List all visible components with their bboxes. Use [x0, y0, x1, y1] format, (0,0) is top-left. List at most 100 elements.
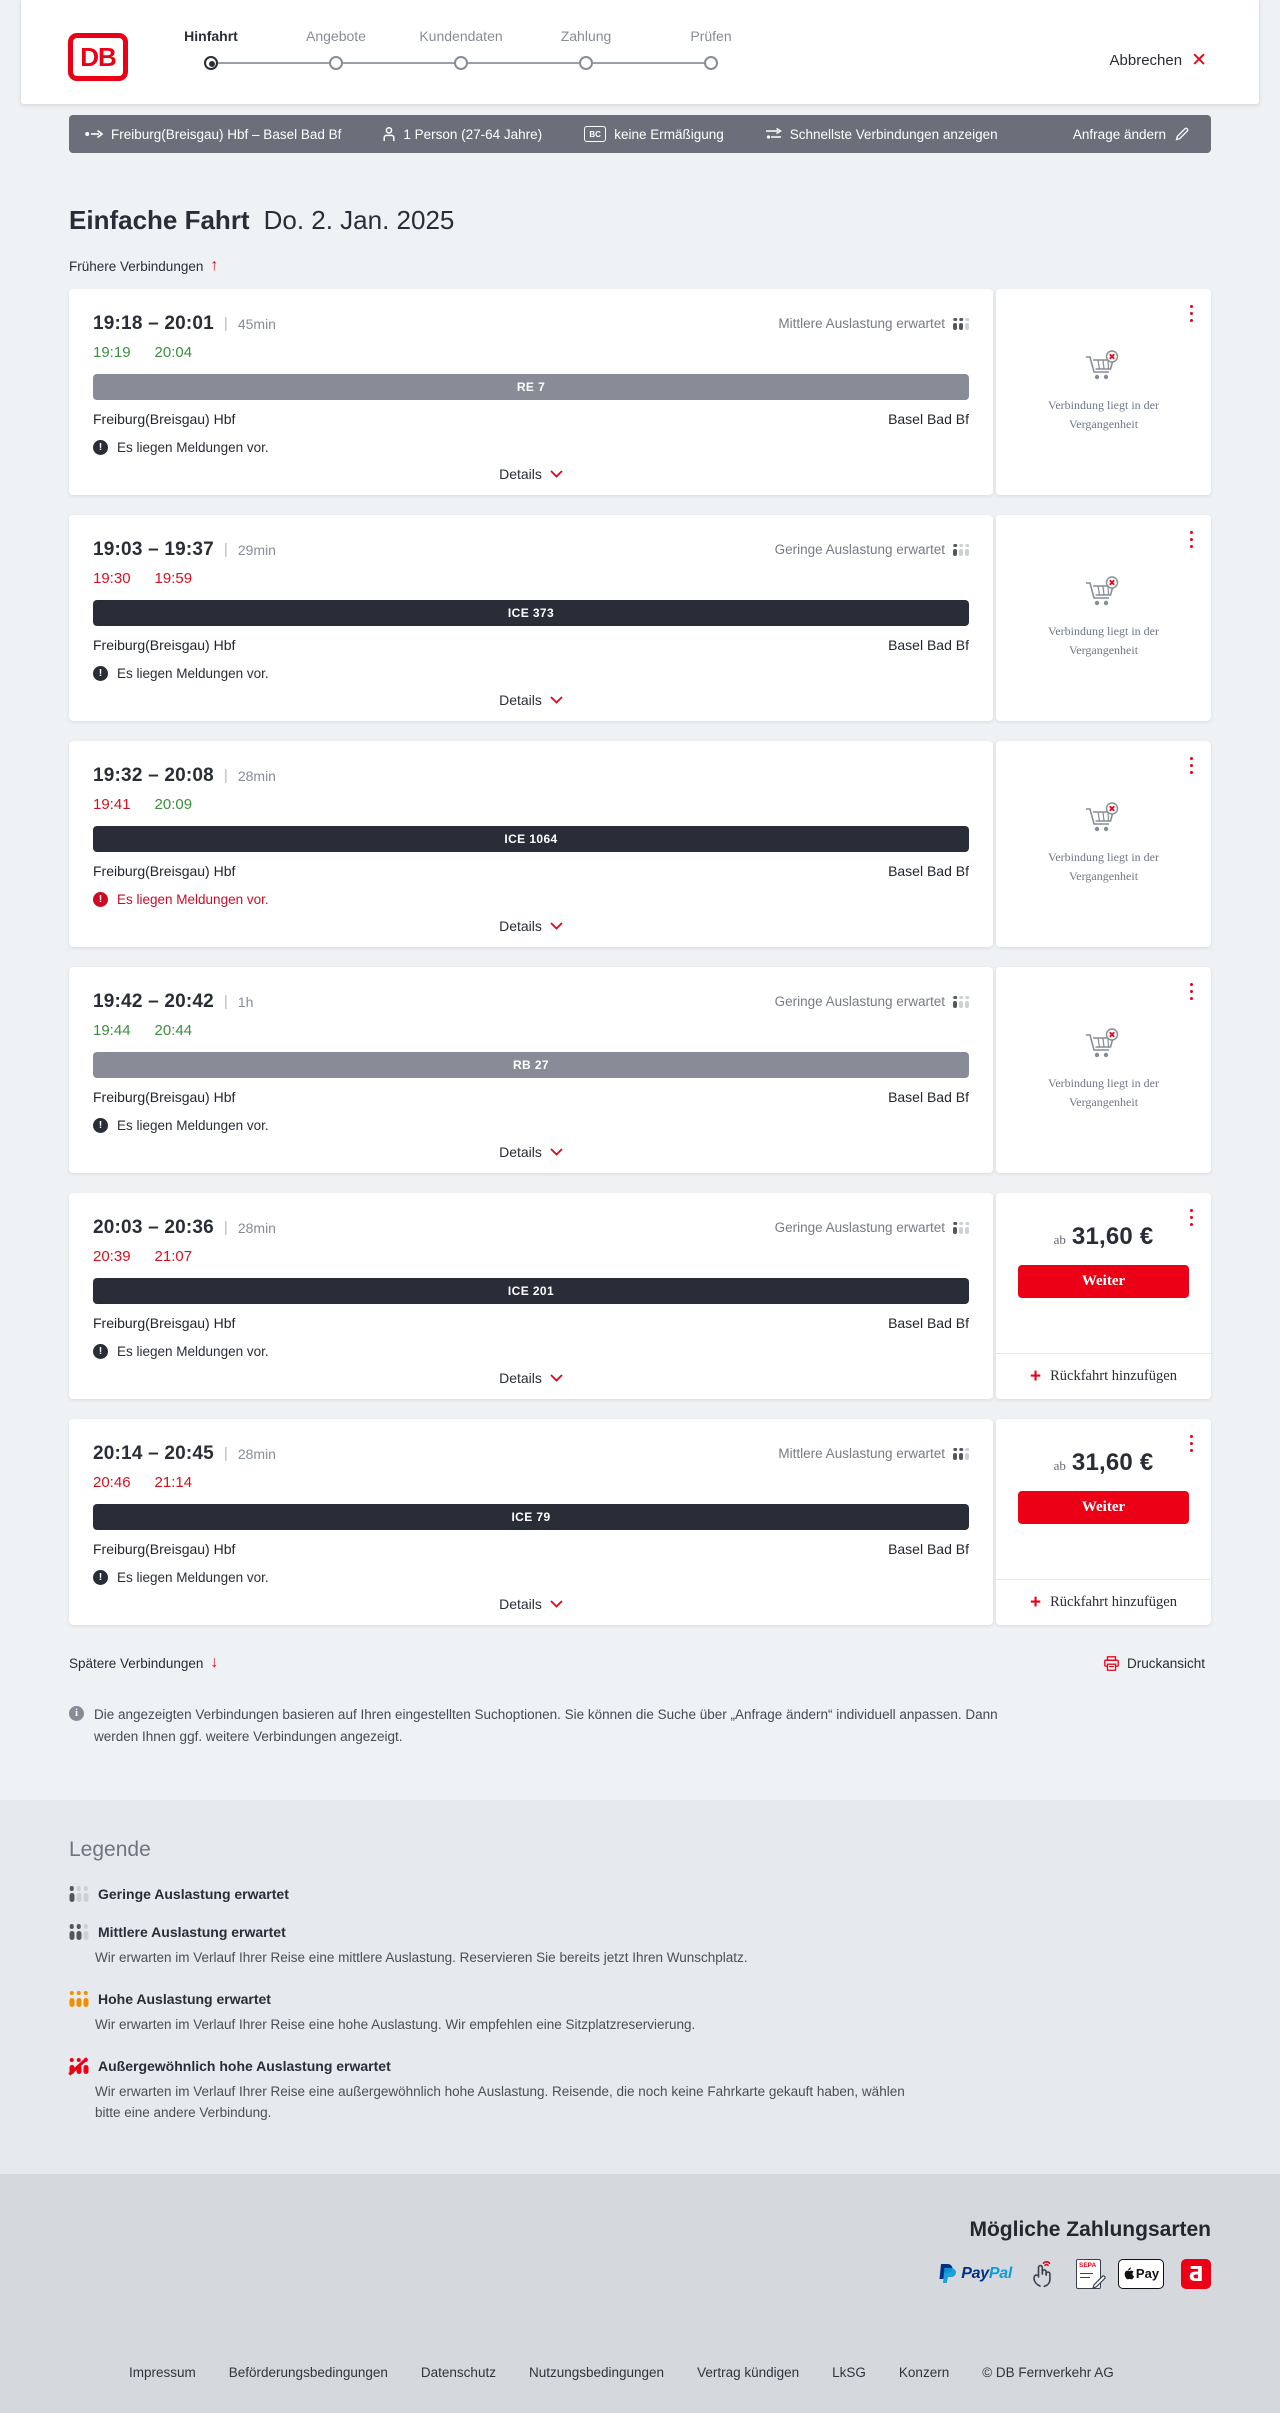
- footer-copyright: © DB Fernverkehr AG: [982, 2364, 1114, 2380]
- page-title: Einfache Fahrt Do. 2. Jan. 2025: [69, 205, 1211, 236]
- info-note: i Die angezeigten Verbindungen basieren …: [69, 1704, 1019, 1750]
- message-text: Es liegen Meldungen vor.: [117, 1117, 269, 1133]
- kebab-menu-button[interactable]: [1186, 1205, 1198, 1231]
- past-indicator: Verbindung liegt in der Vergangenheit: [996, 289, 1211, 495]
- sepa-label: SEPA: [1079, 2261, 1097, 2269]
- details-toggle[interactable]: Details: [493, 1369, 569, 1387]
- click-to-pay-icon[interactable]: [1029, 2259, 1059, 2289]
- filter-label: Schnellste Verbindungen anzeigen: [789, 126, 998, 142]
- footer-link-datenschutz[interactable]: Datenschutz: [420, 2364, 496, 2380]
- legend-item: Hohe Auslastung erwartet Wir erwarten im…: [69, 1991, 1211, 2036]
- legend-item: Außergewöhnlich hohe Auslastung erwartet…: [69, 2058, 1211, 2124]
- connection-card[interactable]: 19:18 – 20:01 | 45min Mittlere Auslastun…: [69, 288, 993, 495]
- paypal-logo[interactable]: PayPal: [938, 2263, 1012, 2284]
- legend-item: Mittlere Auslastung erwartet Wir erwarte…: [69, 1924, 1211, 1969]
- connection-card[interactable]: 19:32 – 20:08 | 28min 19:41 20:09 ICE 10…: [69, 740, 993, 947]
- actual-arrival: 21:07: [154, 1247, 193, 1265]
- details-toggle[interactable]: Details: [493, 691, 569, 709]
- details-label: Details: [499, 465, 542, 482]
- connection-card[interactable]: 20:14 – 20:45 | 28min Mittlere Auslastun…: [69, 1418, 993, 1625]
- details-toggle[interactable]: Details: [493, 465, 569, 483]
- separator: |: [223, 541, 228, 558]
- connection-side-panel: Verbindung liegt in der Vergangenheit: [996, 514, 1211, 721]
- printer-icon: [1104, 1655, 1119, 1671]
- footer-link-beförderungsbedingungen[interactable]: Beförderungsbedingungen: [228, 2364, 388, 2380]
- footer-link-vertrag-kündigen[interactable]: Vertrag kündigen: [697, 2364, 800, 2380]
- legend-item-label: Geringe Auslastung erwartet: [98, 1886, 289, 1903]
- continue-button[interactable]: Weiter: [1018, 1264, 1189, 1298]
- connection-card[interactable]: 20:03 – 20:36 | 28min Geringe Auslastung…: [69, 1192, 993, 1399]
- footer-link-lksg[interactable]: LkSG: [832, 2364, 866, 2380]
- kebab-menu-button[interactable]: [1186, 979, 1198, 1005]
- connection-side-panel: Verbindung liegt in der Vergangenheit: [996, 740, 1211, 947]
- sepa-lastschrift-icon[interactable]: SEPA: [1076, 2258, 1106, 2289]
- add-return-button[interactable]: + Rückfahrt hinzufügen: [996, 1580, 1211, 1625]
- cart-unavailable-icon: [1085, 1028, 1118, 1058]
- details-toggle[interactable]: Details: [493, 1143, 569, 1161]
- message-row: ! Es liegen Meldungen vor.: [93, 439, 969, 455]
- alert-icon: !: [93, 439, 108, 455]
- actual-departure: 19:41: [93, 795, 131, 813]
- legend-item-label: Hohe Auslastung erwartet: [98, 1990, 271, 2007]
- occupancy-icon: [953, 996, 969, 1008]
- duration: 28min: [237, 1445, 276, 1462]
- occupancy-label: Geringe Auslastung erwartet: [774, 1220, 945, 1235]
- payment-methods: PayPal SEPA: [69, 2258, 1211, 2289]
- db-logo[interactable]: DB: [68, 33, 128, 81]
- details-toggle[interactable]: Details: [493, 917, 569, 935]
- kebab-menu-button[interactable]: [1186, 301, 1198, 327]
- apple-pay-label: Pay: [1135, 2266, 1160, 2282]
- kebab-menu-button[interactable]: [1186, 1431, 1198, 1457]
- planned-times: 19:42 – 20:42: [93, 990, 214, 1012]
- connection-side-panel: ab 31,60 € Weiter + Rückfahrt hinzufügen: [996, 1192, 1211, 1399]
- step-angebote: Angebote: [276, 28, 396, 70]
- footer-link-nutzungsbedingungen[interactable]: Nutzungsbedingungen: [528, 2364, 665, 2380]
- add-return-button[interactable]: + Rückfahrt hinzufügen: [996, 1354, 1211, 1399]
- payment-card-badge[interactable]: Ƌ: [1181, 2258, 1211, 2289]
- apple-pay-badge[interactable]: Pay: [1118, 2258, 1164, 2289]
- add-return-label: Rückfahrt hinzufügen: [1050, 1367, 1177, 1384]
- separator: |: [223, 1219, 228, 1236]
- passenger-summary: 1 Person (27-64 Jahre): [383, 127, 542, 142]
- panel-divider: [996, 1578, 1211, 1580]
- earlier-connections-link[interactable]: Frühere Verbindungen ↑: [69, 258, 218, 274]
- message-text: Es liegen Meldungen vor.: [117, 665, 269, 681]
- connection-card[interactable]: 19:42 – 20:42 | 1h Geringe Auslastung er…: [69, 966, 993, 1173]
- chevron-down-icon: [550, 469, 563, 478]
- later-connections-link[interactable]: Spätere Verbindungen ↓: [69, 1655, 218, 1671]
- footer-link-konzern[interactable]: Konzern: [898, 2364, 950, 2380]
- train-label: ICE 1064: [93, 825, 969, 852]
- details-toggle[interactable]: Details: [493, 1595, 569, 1613]
- person-icon: [383, 126, 395, 141]
- destination-station: Basel Bad Bf: [888, 410, 969, 427]
- occupancy-icon: [953, 318, 969, 330]
- cancel-button[interactable]: Abbrechen ✕: [1104, 50, 1213, 71]
- details-label: Details: [499, 1595, 542, 1612]
- connection-card[interactable]: 19:03 – 19:37 | 29min Geringe Auslastung…: [69, 514, 993, 721]
- edit-search-button[interactable]: Anfrage ändern: [1067, 126, 1195, 143]
- search-summary-bar: Freiburg(Breisgau) Hbf – Basel Bad Bf 1 …: [69, 115, 1211, 153]
- kebab-menu-button[interactable]: [1186, 753, 1198, 779]
- planned-times: 19:32 – 20:08: [93, 764, 214, 786]
- actual-arrival: 21:14: [154, 1473, 193, 1491]
- journey-icon: [85, 129, 103, 139]
- print-view-button[interactable]: Druckansicht: [1098, 1655, 1211, 1672]
- payment-heading: Mögliche Zahlungsarten: [969, 2217, 1211, 2241]
- actual-arrival: 20:09: [154, 795, 193, 813]
- payment-card-glyph: Ƌ: [1188, 2261, 1204, 2286]
- kebab-menu-button[interactable]: [1186, 527, 1198, 553]
- alert-icon: !: [93, 1343, 108, 1359]
- step-kundendaten: Kundendaten: [401, 28, 521, 70]
- occupancy-icon: [953, 1448, 969, 1460]
- footer-link-impressum[interactable]: Impressum: [129, 2364, 196, 2380]
- alert-icon: !: [93, 1569, 108, 1585]
- legend-list: Geringe Auslastung erwartet Mittlere Aus…: [69, 1886, 1211, 2123]
- step-hinfahrt[interactable]: Hinfahrt: [151, 28, 271, 70]
- continue-button[interactable]: Weiter: [1018, 1490, 1189, 1524]
- step-dot: [329, 56, 343, 70]
- paypal-icon: [939, 2264, 957, 2284]
- connection-row: 19:18 – 20:01 | 45min Mittlere Auslastun…: [69, 288, 1211, 495]
- earlier-connections-label: Frühere Verbindungen: [69, 258, 204, 274]
- chevron-down-icon: [550, 921, 563, 930]
- info-note-text: Die angezeigten Verbindungen basieren au…: [94, 1706, 998, 1745]
